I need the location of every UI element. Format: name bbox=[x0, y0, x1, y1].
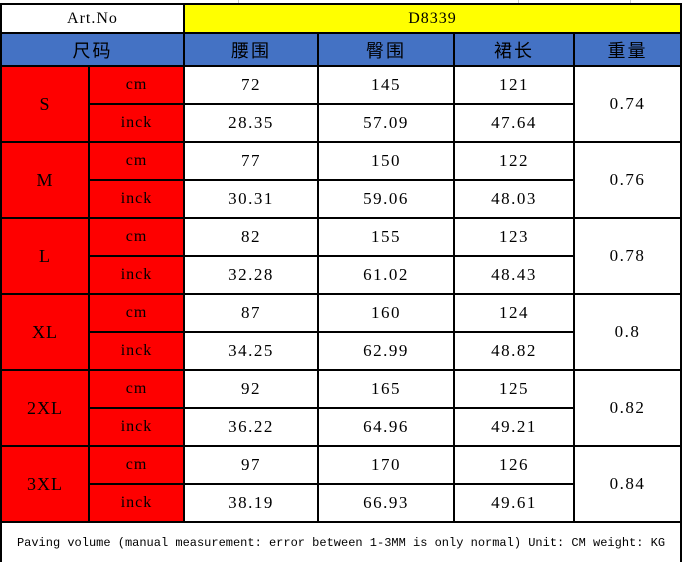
value-cell: 48.82 bbox=[455, 333, 573, 369]
value-cell: 125 bbox=[455, 371, 573, 407]
size-cell: 2XL bbox=[2, 371, 88, 445]
size-cell: L bbox=[2, 219, 88, 293]
value-cell: 64.96 bbox=[319, 409, 453, 445]
footer-note: Paving volume (manual measurement: error… bbox=[2, 523, 680, 563]
value-cell: 57.09 bbox=[319, 105, 453, 141]
weight-cell: 0.74 bbox=[575, 67, 680, 141]
value-cell: 126 bbox=[455, 447, 573, 483]
col-header-skirt-length: 裙长 bbox=[455, 34, 573, 65]
weight-cell: 0.78 bbox=[575, 219, 680, 293]
size-cell: XL bbox=[2, 295, 88, 369]
value-cell: 82 bbox=[185, 219, 317, 255]
unit-inch-cell: inck bbox=[90, 409, 183, 445]
size-cell: M bbox=[2, 143, 88, 217]
unit-cm-cell: cm bbox=[90, 219, 183, 255]
value-cell: 145 bbox=[319, 67, 453, 103]
size-chart-table: Art.No D8339 尺码 腰围 臀围 裙长 重量 S cm 72 145 … bbox=[0, 3, 682, 563]
value-cell: 124 bbox=[455, 295, 573, 331]
value-cell: 121 bbox=[455, 67, 573, 103]
weight-cell: 0.8 bbox=[575, 295, 680, 369]
value-cell: 155 bbox=[319, 219, 453, 255]
col-header-weight: 重量 bbox=[575, 34, 680, 65]
value-cell: 165 bbox=[319, 371, 453, 407]
value-cell: 87 bbox=[185, 295, 317, 331]
unit-cm-cell: cm bbox=[90, 143, 183, 179]
col-header-hip: 臀围 bbox=[319, 34, 453, 65]
unit-cm-cell: cm bbox=[90, 295, 183, 331]
value-cell: 59.06 bbox=[319, 181, 453, 217]
weight-cell: 0.84 bbox=[575, 447, 680, 521]
unit-inch-cell: inck bbox=[90, 333, 183, 369]
art-no-value-cell: D8339 bbox=[185, 5, 680, 32]
value-cell: 72 bbox=[185, 67, 317, 103]
unit-cm-cell: cm bbox=[90, 67, 183, 103]
value-cell: 170 bbox=[319, 447, 453, 483]
size-cell: S bbox=[2, 67, 88, 141]
value-cell: 48.43 bbox=[455, 257, 573, 293]
sheet-gridline-artifact bbox=[238, 0, 239, 4]
value-cell: 49.61 bbox=[455, 485, 573, 521]
value-cell: 62.99 bbox=[319, 333, 453, 369]
value-cell: 150 bbox=[319, 143, 453, 179]
value-cell: 49.21 bbox=[455, 409, 573, 445]
value-cell: 61.02 bbox=[319, 257, 453, 293]
size-cell: 3XL bbox=[2, 447, 88, 521]
weight-cell: 0.82 bbox=[575, 371, 680, 445]
value-cell: 97 bbox=[185, 447, 317, 483]
value-cell: 123 bbox=[455, 219, 573, 255]
value-cell: 47.64 bbox=[455, 105, 573, 141]
value-cell: 66.93 bbox=[319, 485, 453, 521]
art-no-label-cell: Art.No bbox=[2, 5, 183, 32]
unit-inch-cell: inck bbox=[90, 485, 183, 521]
unit-inch-cell: inck bbox=[90, 181, 183, 217]
value-cell: 48.03 bbox=[455, 181, 573, 217]
sheet-gridline-artifact bbox=[630, 0, 631, 4]
unit-inch-cell: inck bbox=[90, 105, 183, 141]
value-cell: 122 bbox=[455, 143, 573, 179]
value-cell: 77 bbox=[185, 143, 317, 179]
weight-cell: 0.76 bbox=[575, 143, 680, 217]
value-cell: 30.31 bbox=[185, 181, 317, 217]
value-cell: 92 bbox=[185, 371, 317, 407]
value-cell: 38.19 bbox=[185, 485, 317, 521]
value-cell: 32.28 bbox=[185, 257, 317, 293]
col-header-waist: 腰围 bbox=[185, 34, 317, 65]
value-cell: 36.22 bbox=[185, 409, 317, 445]
unit-cm-cell: cm bbox=[90, 447, 183, 483]
unit-cm-cell: cm bbox=[90, 371, 183, 407]
value-cell: 160 bbox=[319, 295, 453, 331]
value-cell: 28.35 bbox=[185, 105, 317, 141]
value-cell: 34.25 bbox=[185, 333, 317, 369]
sheet-gridline-artifact bbox=[518, 0, 519, 4]
col-header-size: 尺码 bbox=[2, 34, 183, 65]
unit-inch-cell: inck bbox=[90, 257, 183, 293]
